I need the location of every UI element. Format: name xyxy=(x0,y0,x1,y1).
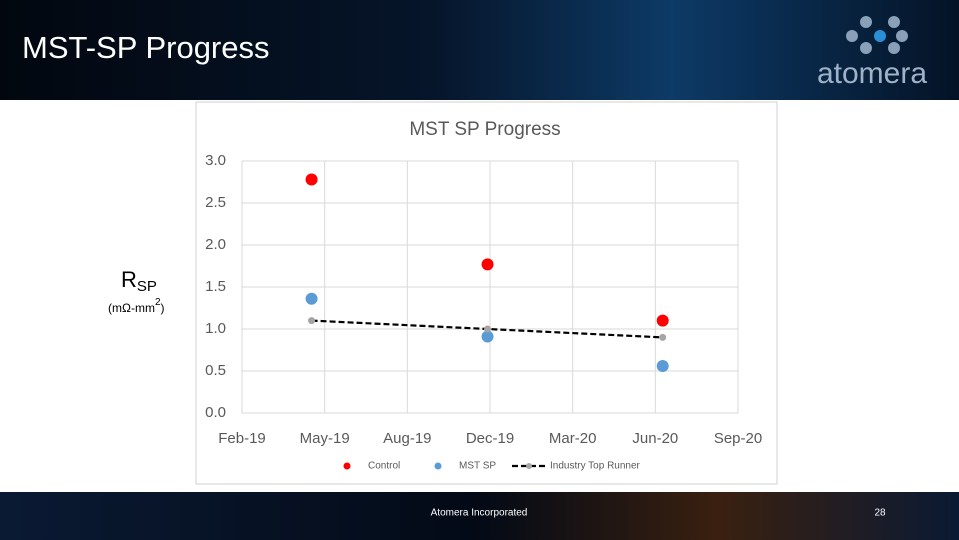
y-tick-label: 0.0 xyxy=(205,404,226,421)
data-point xyxy=(659,333,667,341)
y-label-sub: SP xyxy=(137,278,157,295)
legend-marker xyxy=(343,462,351,470)
y-tick-label: 1.0 xyxy=(205,320,226,337)
x-tick-label: Feb-19 xyxy=(218,430,266,447)
data-point xyxy=(305,292,318,305)
data-point xyxy=(481,330,494,343)
x-tick-label: Dec-19 xyxy=(466,430,514,447)
slide-title: MST-SP Progress xyxy=(22,30,270,65)
y-axis-unit: (mΩ-mm2) xyxy=(108,297,165,316)
page-number: 28 xyxy=(874,508,886,519)
y-tick-label: 3.0 xyxy=(205,152,226,169)
y-tick-label: 1.5 xyxy=(205,278,226,295)
y-unit-close: ) xyxy=(161,301,165,315)
legend-label: Control xyxy=(368,461,400,472)
data-point xyxy=(656,359,669,372)
legend-marker xyxy=(434,462,442,470)
legend-label: MST SP xyxy=(459,461,496,472)
y-label-main: R xyxy=(121,267,137,292)
x-tick-label: Mar-20 xyxy=(549,430,597,447)
data-point xyxy=(481,258,494,271)
data-point xyxy=(305,173,318,186)
chart-title: MST SP Progress xyxy=(409,119,560,140)
chart-frame xyxy=(195,101,778,485)
x-tick-label: Sep-20 xyxy=(714,430,762,447)
data-point xyxy=(484,325,492,333)
x-tick-label: Aug-19 xyxy=(383,430,431,447)
logo-mark xyxy=(846,16,908,54)
data-point xyxy=(656,314,669,327)
y-unit-sup: 2 xyxy=(155,297,161,308)
y-axis-label: RSP xyxy=(121,267,157,295)
footer-text: Atomera Incorporated xyxy=(431,508,528,519)
data-point xyxy=(308,317,316,325)
x-tick-label: May-19 xyxy=(300,430,350,447)
y-tick-label: 2.0 xyxy=(205,236,226,253)
footer-band xyxy=(0,492,959,540)
legend-label: Industry Top Runner xyxy=(550,461,641,472)
y-tick-label: 0.5 xyxy=(205,362,226,379)
y-tick-label: 2.5 xyxy=(205,194,226,211)
x-tick-label: Jun-20 xyxy=(632,430,678,447)
header-band xyxy=(0,0,959,100)
legend-marker xyxy=(526,463,532,469)
logo-text: atomera xyxy=(817,57,927,90)
y-unit-open: (mΩ-mm xyxy=(108,301,155,315)
